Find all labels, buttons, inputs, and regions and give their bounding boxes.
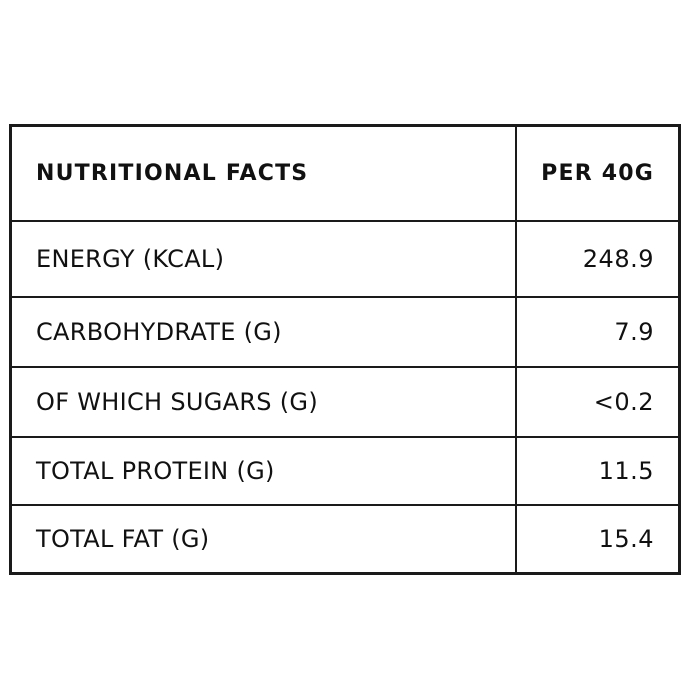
header-value: PER 40G <box>541 161 654 186</box>
row-label: TOTAL PROTEIN (G) <box>36 457 275 485</box>
row-label: TOTAL FAT (G) <box>36 525 210 553</box>
nutrition-facts-table: NUTRITIONAL FACTS PER 40G ENERGY (KCAL) … <box>9 124 681 575</box>
row-value: 7.9 <box>614 318 654 346</box>
row-value: 248.9 <box>582 245 654 273</box>
row-label: CARBOHYDRATE (G) <box>36 318 282 346</box>
table-row: TOTAL FAT (G) 15.4 <box>12 506 678 572</box>
table-row: CARBOHYDRATE (G) 7.9 <box>12 298 678 368</box>
row-label: OF WHICH SUGARS (G) <box>36 388 318 416</box>
table-header-row: NUTRITIONAL FACTS PER 40G <box>12 127 678 222</box>
table-row: ENERGY (KCAL) 248.9 <box>12 222 678 298</box>
column-divider <box>515 127 517 572</box>
row-label: ENERGY (KCAL) <box>36 245 225 273</box>
row-value: 11.5 <box>598 457 654 485</box>
row-value: 15.4 <box>598 525 654 553</box>
table-row: OF WHICH SUGARS (G) <0.2 <box>12 368 678 438</box>
row-value: <0.2 <box>593 388 654 416</box>
table-row: TOTAL PROTEIN (G) 11.5 <box>12 438 678 506</box>
header-label: NUTRITIONAL FACTS <box>36 161 309 186</box>
